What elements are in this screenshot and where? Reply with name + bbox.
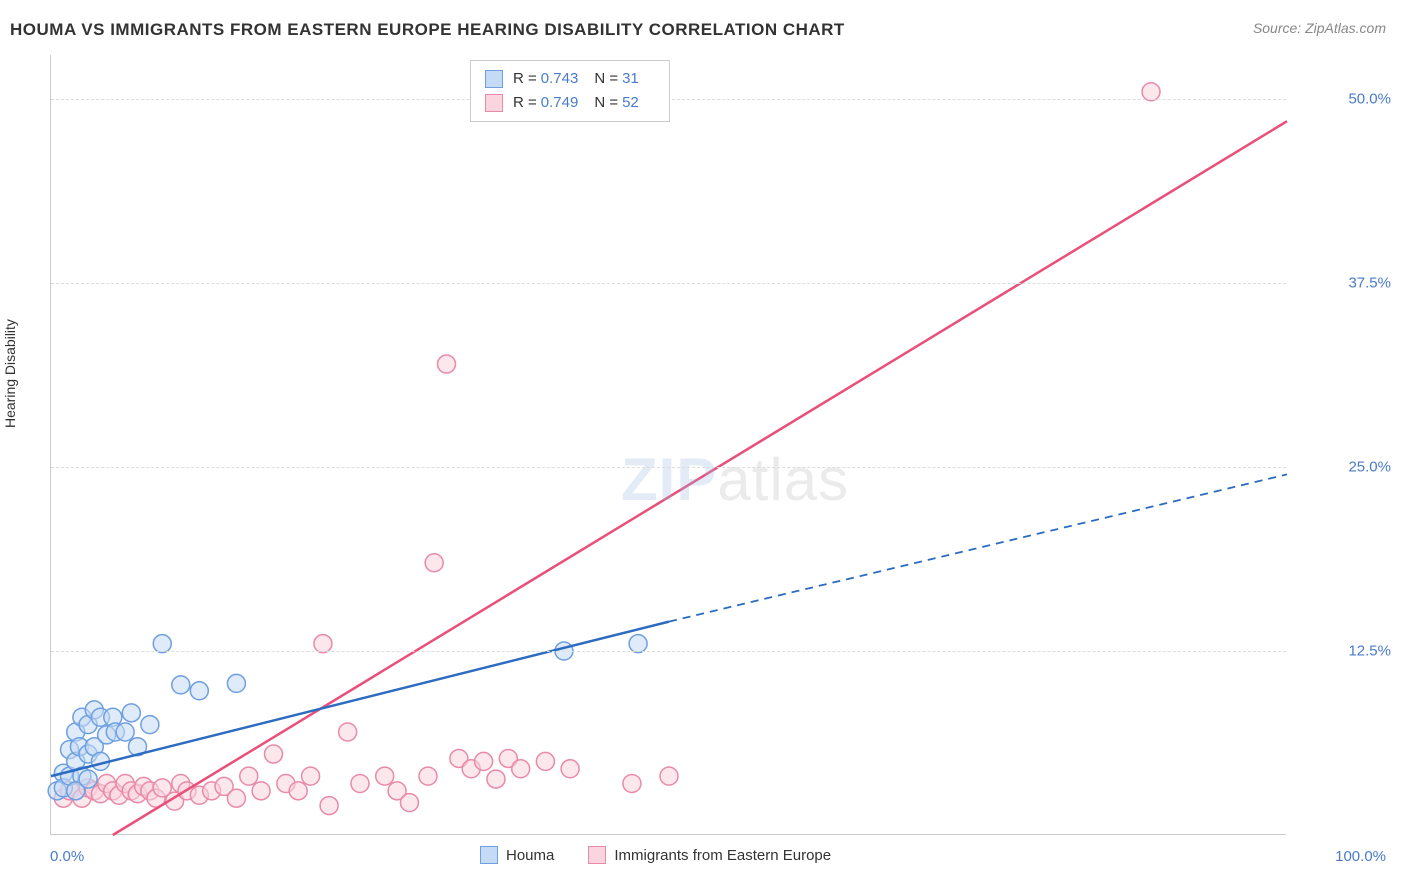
gridline <box>51 651 1286 652</box>
chart-container: HOUMA VS IMMIGRANTS FROM EASTERN EUROPE … <box>0 0 1406 892</box>
chart-title: HOUMA VS IMMIGRANTS FROM EASTERN EUROPE … <box>10 20 845 40</box>
gridline <box>51 467 1286 468</box>
legend-swatch-series2 <box>485 94 503 112</box>
source-attribution: Source: ZipAtlas.com <box>1253 20 1386 36</box>
y-axis-tick-label: 50.0% <box>1348 91 1391 108</box>
legend-swatch-series2-icon <box>588 846 606 864</box>
gridline <box>51 283 1286 284</box>
y-axis-label: Hearing Disability <box>2 319 18 428</box>
y-axis-tick-label: 37.5% <box>1348 275 1391 292</box>
legend-item-series2: Immigrants from Eastern Europe <box>588 846 831 864</box>
legend-stats-row-1: R =0.743N =31 <box>485 67 655 91</box>
legend-stats-row-2: R =0.749N =52 <box>485 91 655 115</box>
x-axis-min-label: 0.0% <box>50 848 84 865</box>
legend-swatch-series1-icon <box>480 846 498 864</box>
legend-swatch-series1 <box>485 70 503 88</box>
plot-area: ZIPatlas <box>50 55 1286 835</box>
x-axis-max-label: 100.0% <box>1335 848 1386 865</box>
legend-series: Houma Immigrants from Eastern Europe <box>480 846 855 864</box>
y-axis-tick-label: 25.0% <box>1348 459 1391 476</box>
legend-item-series1: Houma <box>480 846 554 864</box>
y-axis-tick-label: 12.5% <box>1348 643 1391 660</box>
plot-svg <box>51 55 1286 834</box>
legend-stats: R =0.743N =31 R =0.749N =52 <box>470 60 670 122</box>
